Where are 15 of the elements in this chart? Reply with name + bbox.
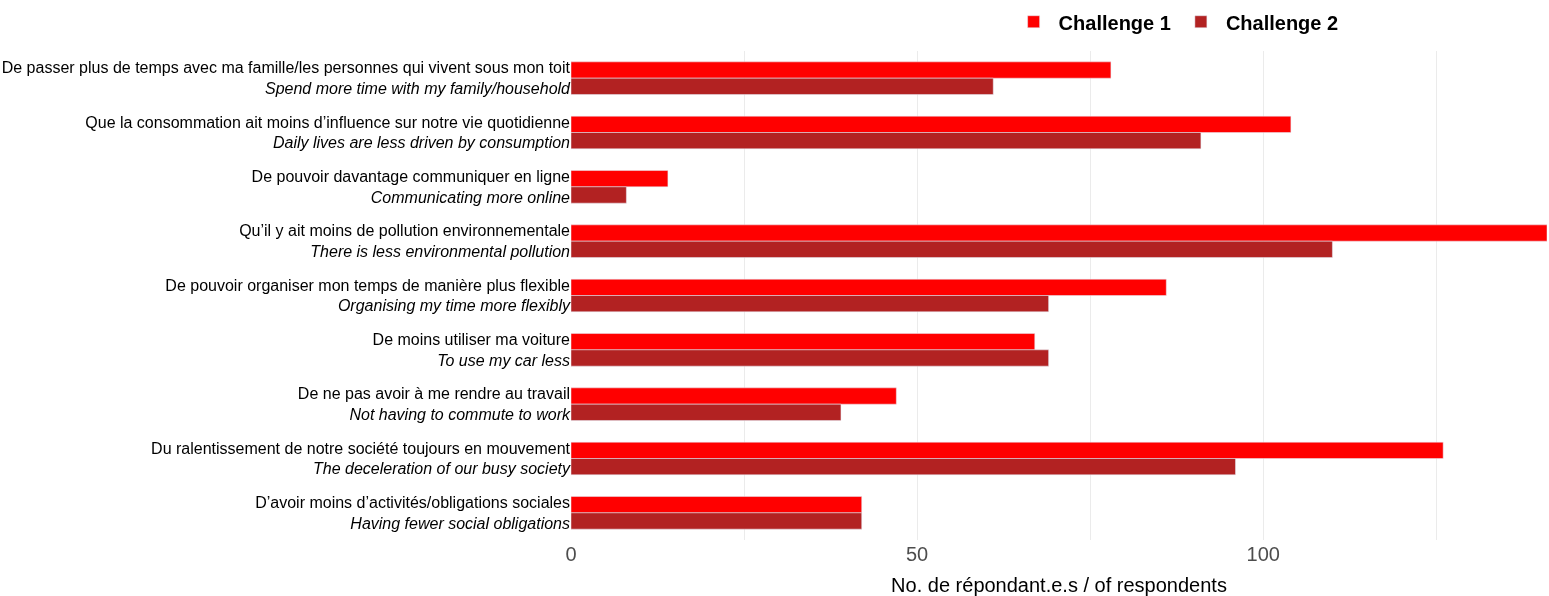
y-tick-label: De pouvoir organiser mon temps de manière plus flexible Organising my time more flexibly <box>165 276 571 315</box>
y-tick-label: D’avoir moins d’activités/obligations sociales Having fewer social obligations <box>255 494 570 532</box>
y-tick-label: De passer plus de temps avec ma famille/les personnes qui vivent sous mon toit Spend more time with my family/household <box>1 59 572 98</box>
y-tick-label: Du ralentissement de notre société toujours en mouvement The deceleration of our busy society <box>151 439 571 478</box>
legend-label: Challenge 2 <box>1225 11 1339 34</box>
y-tick-label: Que la consommation ait moins d’influence sur notre vie quotidienne Daily lives are less driven by consumption <box>85 113 571 152</box>
x-tick-label: 50 <box>905 543 929 565</box>
y-tick-label: De ne pas avoir à me rendre au travail Not having to commute to work <box>297 385 571 424</box>
y-tick-label: De pouvoir davantage communiquer en ligne Communicating more online <box>251 168 571 206</box>
y-tick-label: De moins utiliser ma voiture To use my car less <box>372 331 571 369</box>
legend-label: Challenge 1 <box>1058 11 1171 34</box>
y-tick-label: Qu’il y ait moins de pollution environnementale There is less environmental pollution <box>239 222 571 261</box>
x-axis-title: No. de répondant.e.s / of respondents <box>891 574 1227 596</box>
x-tick-label: 0 <box>565 543 577 565</box>
x-tick-label: 100 <box>1246 543 1280 565</box>
